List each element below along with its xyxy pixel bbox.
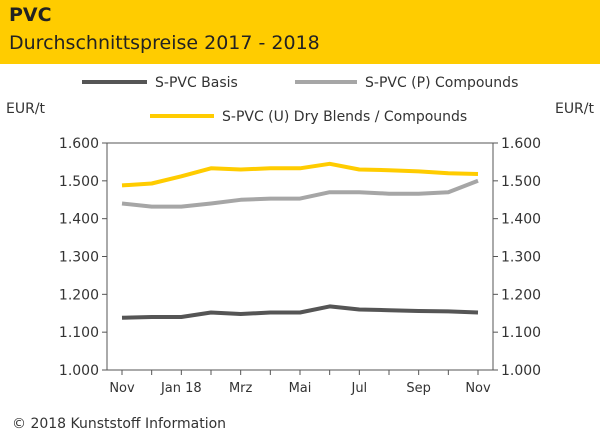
chart-subtitle: Durchschnittspreise 2017 - 2018: [9, 32, 320, 54]
x-tick-label: Nov: [465, 381, 491, 396]
x-tick-label: Jul: [350, 381, 367, 396]
x-tick-label: Mrz: [229, 381, 253, 396]
y-axis-label-right: EUR/t: [555, 101, 595, 117]
y-tick-label-left: 1.500: [59, 174, 99, 190]
y-tick-label-left: 1.000: [59, 363, 99, 379]
legend: S-PVC Basis S-PVC (P) Compounds S-PVC (U) …: [82, 75, 518, 125]
x-tick-label: Sep: [406, 381, 431, 396]
y-tick-label-right: 1.200: [501, 287, 541, 303]
y-tick-label-left: 1.200: [59, 287, 99, 303]
y-tick-label-right: 1.300: [501, 250, 541, 266]
copyright-footer: © 2018 Kunststoff Information: [12, 416, 227, 432]
legend-label-3: S-PVC (U) Dry Blends / Compounds: [222, 109, 467, 125]
x-tick-label: Jan 18: [160, 381, 202, 396]
y-tick-label-right: 1.600: [501, 136, 541, 152]
y-tick-label-right: 1.400: [501, 212, 541, 228]
series-lines: [121, 161, 479, 320]
plot-frame: [106, 142, 494, 371]
chart-title: PVC: [9, 4, 52, 26]
series-line-1: [121, 304, 479, 320]
x-tick-label: Mai: [289, 381, 312, 396]
header-band: PVC Durchschnittspreise 2017 - 2018: [0, 0, 600, 64]
legend-label-1: S-PVC Basis: [155, 75, 238, 91]
series-line-3: [121, 161, 479, 188]
y-tick-label-left: 1.600: [59, 136, 99, 152]
x-tick-label: Nov: [109, 381, 135, 396]
y-tick-label-right: 1.100: [501, 325, 541, 341]
y-tick-label-left: 1.400: [59, 212, 99, 228]
y-tick-label-left: 1.300: [59, 250, 99, 266]
series-line-2: [121, 178, 479, 209]
y-axis-label-left: EUR/t: [6, 101, 46, 117]
y-tick-label-right: 1.000: [501, 363, 541, 379]
axes: 1.000 1.000 1.100 1.100 1.200 1.200 1.300 1.300…: [59, 136, 541, 396]
y-tick-label-right: 1.500: [501, 174, 541, 190]
legend-label-2: S-PVC (P) Compounds: [365, 75, 518, 91]
y-tick-label-left: 1.100: [59, 325, 99, 341]
line-chart: S-PVC Basis S-PVC (P) Compounds S-PVC (U) …: [6, 75, 595, 396]
